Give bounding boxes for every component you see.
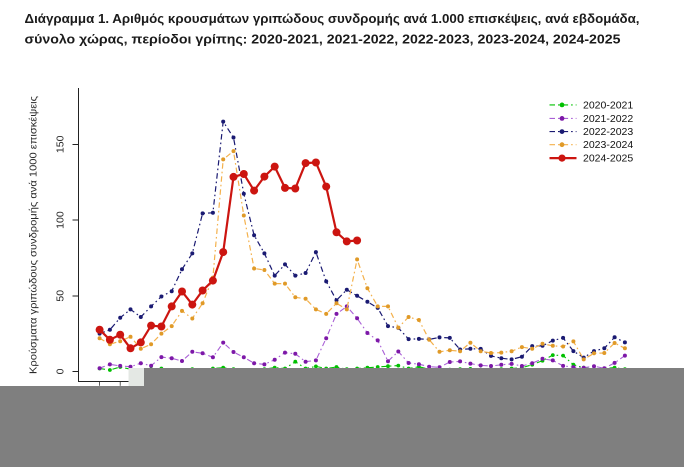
svg-text:0: 0 — [55, 368, 67, 374]
svg-text:Κρούσματα γριπώδους συνδρομής: Κρούσματα γριπώδους συνδρομής ανά 1000 ε… — [29, 96, 40, 374]
svg-text:2022-2023: 2022-2023 — [583, 126, 633, 138]
svg-text:150: 150 — [55, 135, 67, 153]
svg-text:2024-2025: 2024-2025 — [583, 153, 633, 165]
svg-text:50: 50 — [55, 290, 67, 302]
svg-text:Διάγραμμα 1. Αριθμός κρουσμάτω: Διάγραμμα 1. Αριθμός κρουσμάτων γριπώδου… — [25, 11, 640, 26]
svg-text:2021-2022: 2021-2022 — [583, 113, 633, 125]
svg-text:2023-2024: 2023-2024 — [583, 139, 633, 151]
svg-text:2020-2021: 2020-2021 — [583, 99, 633, 111]
svg-text:100: 100 — [55, 211, 67, 229]
svg-text:σύνολο χώρας, περίοδοι γρίπης:: σύνολο χώρας, περίοδοι γρίπης: 2020-2021… — [25, 32, 621, 47]
